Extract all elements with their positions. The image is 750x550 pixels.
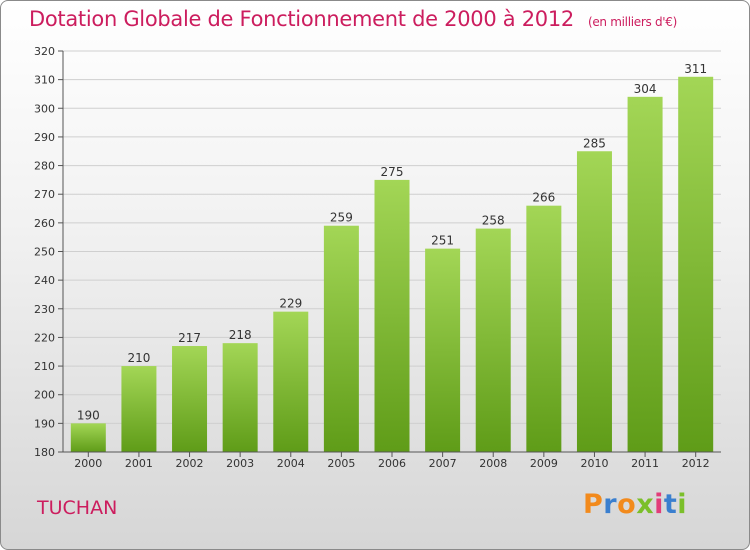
logo-letter: t [663, 489, 678, 520]
x-tick-label: 2002 [176, 457, 204, 470]
bar-value-label: 217 [178, 331, 201, 345]
y-tick-label: 200 [34, 389, 55, 402]
bar [121, 366, 157, 452]
bar [425, 248, 461, 452]
x-tick-label: 2009 [530, 457, 558, 470]
commune-name: TUCHAN [37, 497, 118, 519]
bar-value-label: 210 [127, 351, 150, 365]
y-tick-label: 320 [34, 45, 55, 58]
chart-title: Dotation Globale de Fonctionnement de 20… [29, 7, 677, 31]
y-tick-label: 210 [34, 360, 55, 373]
logo-letter: o [617, 489, 637, 520]
x-tick-label: 2011 [631, 457, 659, 470]
bar [222, 343, 258, 452]
y-tick-label: 260 [34, 217, 55, 230]
bar [627, 96, 663, 452]
x-tick-label: 2006 [378, 457, 406, 470]
bar-value-label: 190 [77, 408, 100, 422]
bar-value-label: 259 [330, 211, 353, 225]
logo-letter: x [636, 489, 655, 520]
x-tick-label: 2008 [479, 457, 507, 470]
bar-value-label: 311 [684, 62, 707, 76]
y-tick-label: 190 [34, 417, 55, 430]
bar [273, 311, 309, 452]
x-tick-label: 2000 [74, 457, 102, 470]
y-tick-label: 220 [34, 331, 55, 344]
logo-letter: r [603, 489, 618, 520]
y-tick-label: 240 [34, 274, 55, 287]
y-tick-label: 280 [34, 160, 55, 173]
y-tick-label: 300 [34, 102, 55, 115]
bar-value-label: 229 [279, 297, 302, 311]
y-tick-label: 270 [34, 188, 55, 201]
chart-title-text: Dotation Globale de Fonctionnement de 20… [29, 7, 574, 31]
y-tick-label: 310 [34, 74, 55, 87]
bar [475, 228, 511, 452]
bar [678, 76, 714, 453]
y-tick-label: 290 [34, 131, 55, 144]
y-tick-label: 250 [34, 246, 55, 259]
x-tick-label: 2007 [429, 457, 457, 470]
bar-value-label: 275 [381, 165, 404, 179]
x-tick-label: 2003 [226, 457, 254, 470]
proxiti-logo: Proxiti [583, 489, 687, 520]
bar [374, 179, 410, 452]
chart-unit: (en milliers d'€) [587, 15, 677, 29]
x-tick-label: 2012 [682, 457, 710, 470]
logo-letter: P [583, 489, 604, 520]
x-tick-label: 2010 [580, 457, 608, 470]
bar-value-label: 266 [532, 191, 555, 205]
bar-value-label: 285 [583, 136, 606, 150]
bar-value-label: 304 [634, 82, 657, 96]
bar-value-label: 258 [482, 214, 505, 228]
y-tick-label: 230 [34, 303, 55, 316]
logo-letter: i [677, 489, 688, 520]
x-tick-label: 2001 [125, 457, 153, 470]
bar [526, 205, 562, 452]
logo-letter: i [654, 489, 664, 520]
bar-value-label: 218 [229, 328, 252, 342]
bar [576, 151, 612, 452]
bar [70, 423, 106, 452]
bar-value-label: 251 [431, 234, 454, 248]
x-tick-label: 2004 [277, 457, 305, 470]
bar [323, 225, 359, 452]
bar [172, 346, 208, 452]
y-tick-label: 180 [34, 446, 55, 459]
x-tick-label: 2005 [327, 457, 355, 470]
